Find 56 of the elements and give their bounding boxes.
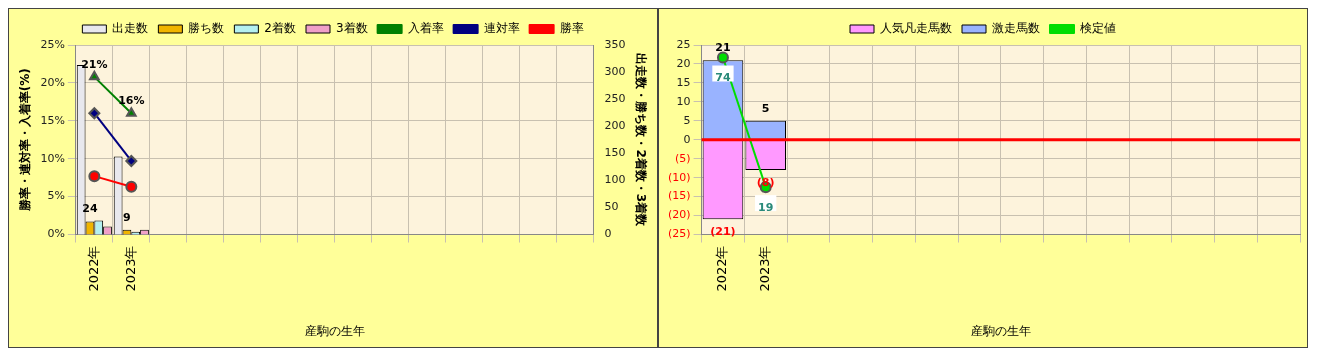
y-tick-label: 15 xyxy=(676,75,691,89)
y-tick-label: 0 xyxy=(683,132,691,146)
legend-label: 2着数 xyxy=(264,21,297,36)
legend-label: 激走馬数 xyxy=(992,21,1040,36)
point xyxy=(125,154,138,167)
annotation: 74 xyxy=(715,71,731,85)
legend-label: 検定値 xyxy=(1080,21,1116,36)
x-axis-title: 産駒の生年 xyxy=(970,323,1031,338)
data-label: 21% xyxy=(81,57,108,71)
x-tick-label: 2022年 xyxy=(714,245,730,292)
y2-tick-label: 100 xyxy=(604,173,626,187)
legend-label: 入着率 xyxy=(407,21,444,36)
y2-tick-label: 250 xyxy=(604,92,626,106)
y2-tick-label: 200 xyxy=(604,119,626,133)
y-tick-label: 0% xyxy=(47,227,65,241)
y-tick-label: 25% xyxy=(40,37,65,51)
data-label: (21) xyxy=(710,225,736,239)
y-tick-label: 10% xyxy=(40,151,65,165)
y2-tick-label: 300 xyxy=(604,64,626,78)
x-axis-title: 産駒の生年 xyxy=(304,323,365,338)
y2-tick-label: 50 xyxy=(604,200,619,214)
y-tick-label: 15% xyxy=(40,113,65,127)
data-label: 16% xyxy=(118,94,145,108)
y-tick-label: (15) xyxy=(667,189,691,203)
y-tick-label: 5 xyxy=(683,113,691,127)
data-label: 9 xyxy=(123,210,131,224)
y-tick-label: (25) xyxy=(667,227,691,241)
point xyxy=(88,107,101,120)
x-tick-label: 2022年 xyxy=(85,245,101,292)
y2-tick-label: 150 xyxy=(604,146,626,160)
data-label: 24 xyxy=(82,202,98,216)
data-label: 21 xyxy=(715,41,731,55)
point xyxy=(88,170,101,183)
y-tick-label: (20) xyxy=(667,208,691,222)
y2-tick-label: 0 xyxy=(604,227,612,241)
legend-label: 3着数 xyxy=(336,21,368,36)
legend-label: 人気凡走馬数 xyxy=(880,21,952,36)
annotation: 19 xyxy=(758,201,774,214)
point xyxy=(125,180,138,193)
y-tick-label: 10 xyxy=(676,94,691,108)
y-axis-title: 勝率・連対率・入着率(%) xyxy=(18,68,33,213)
y-tick-label: 25 xyxy=(676,37,691,51)
legend-label: 出走数 xyxy=(112,21,149,36)
legend-label: 勝率 xyxy=(559,21,584,36)
y-tick-label: 20% xyxy=(40,75,65,89)
y-tick-label: (10) xyxy=(667,170,691,184)
y-tick-label: 20 xyxy=(676,56,691,70)
x-tick-label: 2023年 xyxy=(757,245,773,292)
y2-tick-label: 350 xyxy=(604,37,626,51)
data-label: 5 xyxy=(761,101,770,115)
y2-axis-title: 出走数・勝ち数・2着数・3着数 xyxy=(633,53,648,228)
legend-label: 勝ち数 xyxy=(188,21,225,36)
legend-label: 連対率 xyxy=(483,21,520,36)
y-tick-label: (5) xyxy=(674,151,691,165)
y-tick-label: 5% xyxy=(47,189,65,203)
x-tick-label: 2023年 xyxy=(122,245,138,292)
